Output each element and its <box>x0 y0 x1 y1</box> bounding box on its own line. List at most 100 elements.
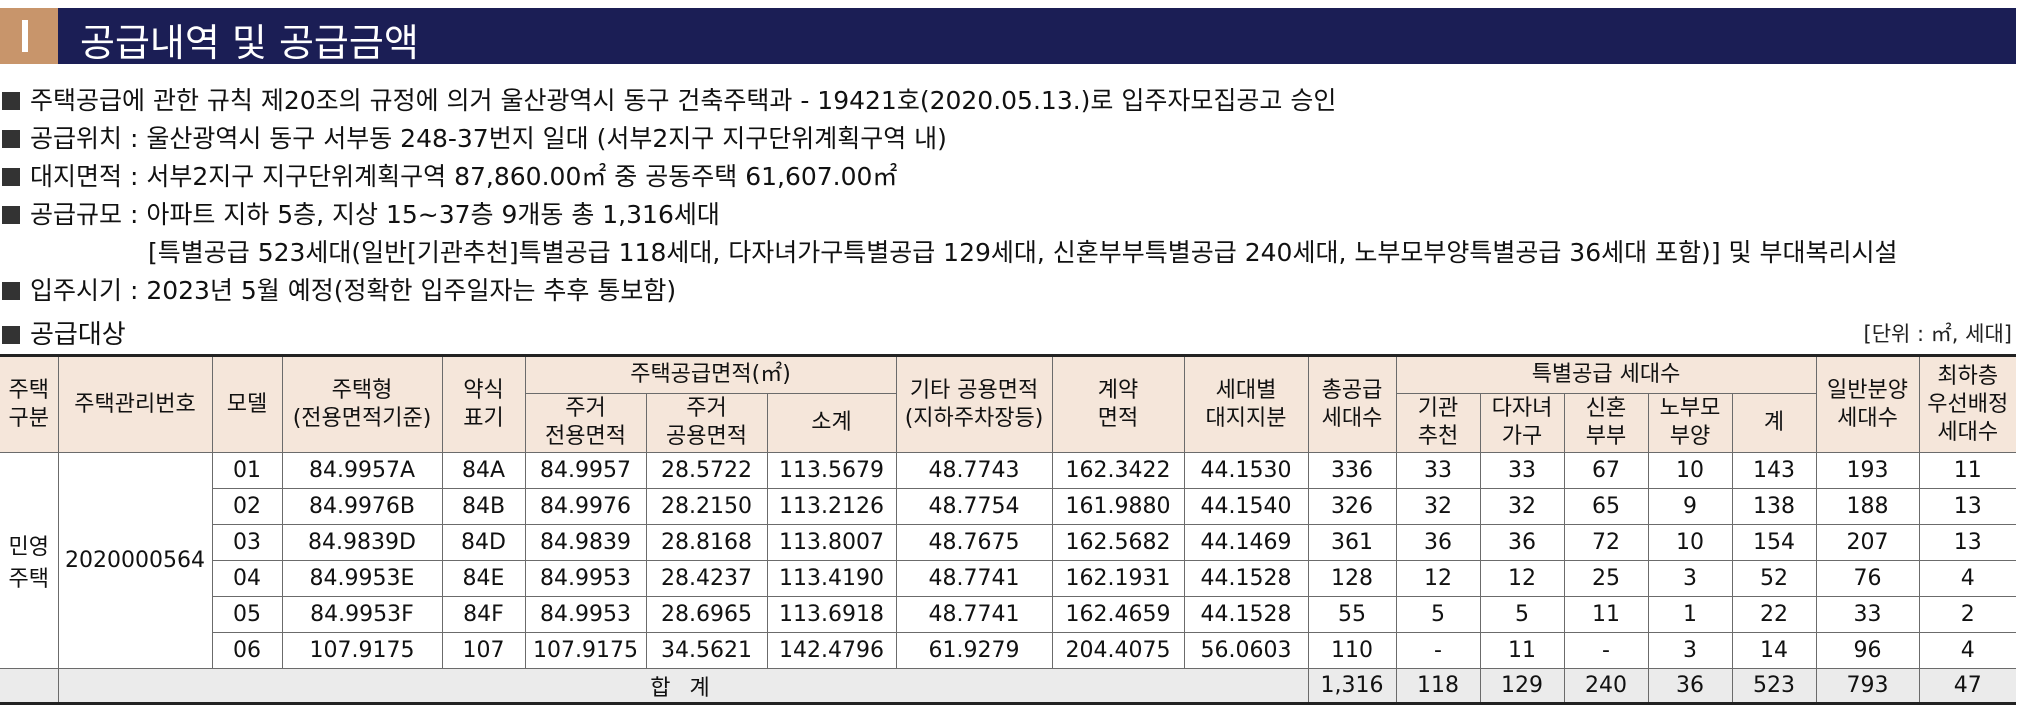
cell-special-elderly: 9 <box>1647 488 1733 525</box>
cell-special-elderly: 3 <box>1647 632 1733 669</box>
cell-housing-size: 84.9976B <box>281 488 443 525</box>
cell-abbr: 84D <box>441 524 526 561</box>
cell-common-area: 28.2150 <box>645 488 768 525</box>
total-cell-general: 793 <box>1815 668 1920 704</box>
total-cell-inst: 118 <box>1395 668 1481 704</box>
header-subtotal: 소계 <box>766 393 897 453</box>
cell-land-share: 44.1528 <box>1183 596 1309 633</box>
info-text: 주택공급에 관한 규칙 제20조의 규정에 의거 울산광역시 동구 건축주택과 … <box>30 86 1337 115</box>
info-line-location: 공급위치 : 울산광역시 동구 서부동 248-37번지 일대 (서부2지구 지… <box>0 120 2010 158</box>
cell-special-multichild: 12 <box>1479 560 1565 597</box>
header-other-common-area: 기타 공용면적 (지하주차장등) <box>895 355 1053 453</box>
cell-model: 04 <box>212 560 283 597</box>
cell-contract-area: 162.4659 <box>1051 596 1185 633</box>
cell-special-institution: 36 <box>1395 524 1481 561</box>
cell-abbr: 84E <box>441 560 526 597</box>
cell-priority-units: 2 <box>1918 596 2017 633</box>
bullet-square-icon <box>2 92 20 110</box>
info-text: [특별공급 523세대(일반[기관추천]특별공급 118세대, 다자녀가구특별공… <box>148 238 1898 267</box>
cell-special-multichild: 5 <box>1479 596 1565 633</box>
cell-model: 01 <box>211 452 283 489</box>
cell-land-share: 44.1469 <box>1183 524 1309 561</box>
info-line-approval: 주택공급에 관한 규칙 제20조의 규정에 의거 울산광역시 동구 건축주택과 … <box>0 82 2010 120</box>
header-supply-area: 주택공급면적(㎡) <box>524 355 897 394</box>
section-label: 공급대상 <box>0 314 126 351</box>
cell-housing-size: 84.9839D <box>281 524 443 561</box>
header-special-multichild: 다자녀 가구 <box>1479 393 1565 453</box>
cell-special-elderly: 3 <box>1647 560 1733 597</box>
total-cell-newly: 240 <box>1563 668 1649 704</box>
total-cell-total: 1,316 <box>1307 668 1397 704</box>
cell-total-units: 110 <box>1307 632 1397 669</box>
cell-subtotal: 113.5679 <box>766 452 897 489</box>
header-general-units: 일반분양 세대수 <box>1815 355 1920 453</box>
header-exclusive-area: 주거 전용면적 <box>525 393 647 453</box>
cell-model: 02 <box>212 488 283 525</box>
cell-other-common-area: 48.7741 <box>895 596 1053 633</box>
cell-special-multichild: 32 <box>1479 488 1565 525</box>
cell-common-area: 28.5722 <box>645 452 768 489</box>
cell-housing-size: 84.9953E <box>281 560 443 597</box>
cell-exclusive-area: 84.9839 <box>524 524 647 561</box>
cell-special-institution: - <box>1395 632 1481 669</box>
cell-special-sum: 143 <box>1731 452 1817 489</box>
cell-general-units: 96 <box>1815 632 1920 669</box>
cell-priority-units: 4 <box>1918 560 2017 597</box>
header-special-institution: 기관 추천 <box>1395 393 1481 453</box>
header-special-supply: 특별공급 세대수 <box>1395 355 1817 394</box>
cell-special-institution: 33 <box>1395 452 1481 489</box>
bullet-square-icon <box>2 282 20 300</box>
cell-special-elderly: 1 <box>1647 596 1733 633</box>
header-common-area: 주거 공용면적 <box>645 393 768 453</box>
cell-general-units: 207 <box>1815 524 1920 561</box>
cell-common-area: 28.8168 <box>645 524 768 561</box>
cell-total-units: 326 <box>1307 488 1397 525</box>
header-abbr: 약식 표기 <box>441 355 526 453</box>
section-number-bar <box>22 20 28 52</box>
info-list: 주택공급에 관한 규칙 제20조의 규정에 의거 울산광역시 동구 건축주택과 … <box>0 82 2010 310</box>
cell-housing-size: 84.9957A <box>281 452 443 489</box>
supply-table: 주택 구분 주택관리번호 모델 주택형 (전용면적기준) 약식 표기 주택공급면적(㎡… <box>0 354 2017 705</box>
cell-special-multichild: 11 <box>1479 632 1565 669</box>
cell-special-sum: 22 <box>1731 596 1817 633</box>
cell-special-newlywed: 72 <box>1563 524 1649 561</box>
page-title: 공급내역 및 공급금액 <box>80 21 419 65</box>
table-row: 02 84.9976B 84B 84.9976 28.2150 113.2126 48.77… <box>0 488 2017 525</box>
cell-special-institution: 12 <box>1395 560 1481 597</box>
cell-exclusive-area: 84.9957 <box>524 452 647 489</box>
cell-special-elderly: 10 <box>1647 524 1733 561</box>
cell-special-multichild: 36 <box>1479 524 1565 561</box>
cell-general-units: 33 <box>1815 596 1920 633</box>
cell-other-common-area: 48.7741 <box>895 560 1053 597</box>
cell-special-newlywed: 65 <box>1563 488 1649 525</box>
cell-contract-area: 162.5682 <box>1051 524 1185 561</box>
header-mgmt-number: 주택관리번호 <box>57 355 213 453</box>
header-housing-size: 주택형 (전용면적기준) <box>281 355 443 453</box>
cell-land-share: 44.1530 <box>1183 452 1309 489</box>
table-row: 04 84.9953E 84E 84.9953 28.4237 113.4190 48.77… <box>0 560 2017 597</box>
total-cell-elder: 36 <box>1647 668 1733 704</box>
cell-land-share: 44.1540 <box>1183 488 1309 525</box>
total-cell-multi: 129 <box>1479 668 1565 704</box>
header-total-units: 총공급 세대수 <box>1307 355 1397 453</box>
cell-contract-area: 204.4075 <box>1051 632 1185 669</box>
total-row: 합 계 1,316 118 129 240 36 523 793 47 <box>0 668 2017 704</box>
cell-contract-area: 162.1931 <box>1051 560 1185 597</box>
header-priority-units: 최하층 우선배정 세대수 <box>1918 355 2017 453</box>
cell-priority-units: 13 <box>1918 524 2017 561</box>
supply-target-header: 공급대상 [단위 : ㎡, 세대] <box>0 314 2016 351</box>
cell-housing-type: 민영 주택 <box>0 452 59 669</box>
cell-exclusive-area: 107.9175 <box>524 632 647 669</box>
cell-land-share: 44.1528 <box>1183 560 1309 597</box>
cell-other-common-area: 48.7675 <box>895 524 1053 561</box>
cell-subtotal: 113.8007 <box>766 524 897 561</box>
bullet-square-icon <box>2 206 20 224</box>
table-row: 05 84.9953F 84F 84.9953 28.6965 113.6918 48.77… <box>0 596 2017 633</box>
cell-general-units: 188 <box>1815 488 1920 525</box>
header-special-elderly: 노부모 부양 <box>1647 393 1733 453</box>
cell-special-sum: 154 <box>1731 524 1817 561</box>
table-row: 06 107.9175 107 107.9175 34.5621 142.4796 61.9… <box>0 632 2017 669</box>
cell-special-newlywed: 25 <box>1563 560 1649 597</box>
cell-common-area: 28.4237 <box>645 560 768 597</box>
cell-special-institution: 5 <box>1395 596 1481 633</box>
